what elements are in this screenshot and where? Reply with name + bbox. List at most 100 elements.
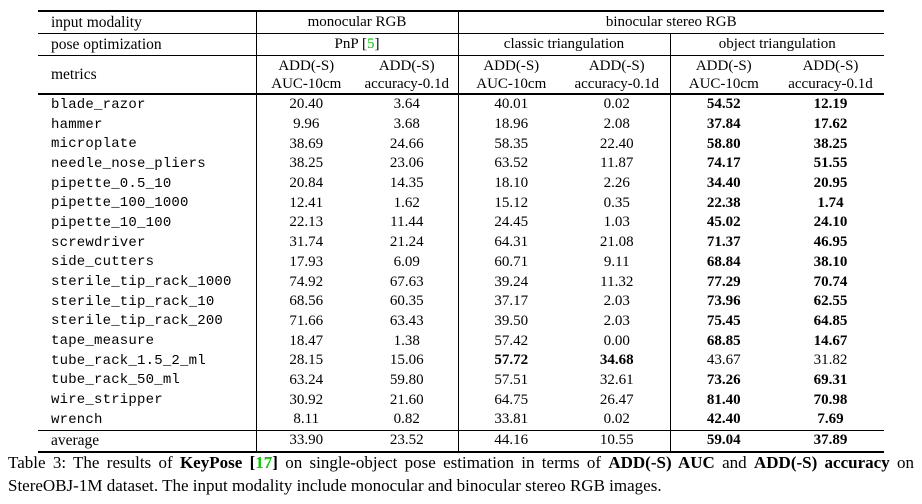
value-cell: 63.24 (255, 370, 356, 391)
value-cell: 18.10 (457, 173, 564, 194)
value-cell: 58.35 (457, 134, 564, 155)
value-cell: 0.00 (603, 332, 630, 349)
value-cell: 11.44 (390, 214, 424, 231)
row-name-cell: tape_measure (51, 333, 155, 350)
value-cell: 33.90 (255, 430, 356, 453)
value-cell: 14.67 (813, 332, 848, 349)
value-cell: 40.01 (457, 94, 564, 115)
table-row: sterile_tip_rack_200 71.66 63.43 39.50 2.03 7… (38, 311, 884, 332)
value-cell: 38.10 (813, 253, 848, 270)
value-cell: 8.11 (255, 410, 356, 431)
metric-line: accuracy-0.1d (788, 75, 873, 92)
row-name-cell: wrench (38, 410, 256, 431)
value-cell: 71.37 (669, 232, 777, 253)
metrics-label: metrics (38, 55, 256, 95)
caption-text-segment: ADD(-S) accuracy (753, 453, 890, 472)
table-row: pipette_0.5_10 20.84 14.35 18.10 2.26 34.40 20… (38, 173, 884, 194)
metric-line: ADD(-S) (483, 57, 540, 74)
row-name-cell: average (38, 430, 256, 453)
row-name-cell: tube_rack_1.5_2_ml (51, 352, 206, 369)
row-name-cell: pipette_100_1000 (51, 195, 189, 212)
value-cell: 62.55 (813, 293, 848, 310)
value-cell: 17.93 (255, 252, 356, 273)
row-name-cell: wire_stripper (51, 392, 163, 409)
value-cell: 23.06 (389, 155, 424, 172)
value-cell: 15.12 (457, 193, 564, 214)
value-cell: 51.55 (813, 155, 848, 172)
value-cell: 24.10 (813, 214, 848, 231)
row-name-cell: sterile_tip_rack_200 (51, 313, 224, 330)
value-cell: 43.67 (669, 350, 777, 371)
value-cell: 37.89 (777, 430, 884, 453)
value-cell: 46.95 (813, 234, 848, 251)
table-row: wire_stripper 30.92 21.60 64.75 26.47 81.40 70… (38, 390, 884, 410)
value-cell: 14.35 (389, 175, 424, 192)
citation-ref-5[interactable]: 5 (366, 36, 375, 52)
value-cell: 9.11 (603, 253, 630, 270)
caption-text-segment: on single-object pose estimation in term… (277, 453, 609, 472)
caption-text-segment (242, 453, 249, 472)
value-cell: 3.64 (393, 96, 420, 113)
results-table-container: input modality monocular RGB binocular s… (38, 10, 884, 453)
value-cell: 81.40 (669, 390, 777, 410)
value-cell: 9.96 (255, 114, 356, 135)
table-row: tube_rack_1.5_2_ml 28.15 15.06 57.72 34.68 43… (38, 350, 884, 371)
value-cell: 32.61 (599, 371, 634, 388)
caption-text-segment: KeyPose (179, 453, 243, 472)
header-row-pose-optimization: pose optimization PnP [5] classic triang… (38, 33, 884, 56)
value-cell: 71.66 (255, 311, 356, 332)
value-cell: 38.25 (813, 135, 848, 152)
results-table: input modality monocular RGB binocular s… (38, 10, 884, 453)
caption-text-segment: and (714, 453, 754, 472)
value-cell: 23.52 (356, 430, 458, 453)
caption-text-segment: ] (272, 453, 278, 472)
value-cell: 59.04 (669, 430, 777, 453)
pnp-header: PnP [5] (255, 33, 458, 56)
citation-ref-17[interactable]: 17 (255, 453, 273, 472)
value-cell: 73.26 (669, 370, 777, 391)
table-row: tube_rack_50_ml 63.24 59.80 57.51 32.61 73.26… (38, 370, 884, 391)
metric-header-classic-auc: ADD(-S) AUC-10cm (457, 55, 564, 95)
metric-header-object-acc: ADD(-S) accuracy-0.1d (777, 55, 884, 95)
value-cell: 22.40 (599, 135, 634, 152)
classic-triangulation-header: classic triangulation (457, 33, 670, 56)
value-cell: 20.40 (255, 94, 356, 115)
value-cell: 11.32 (600, 273, 634, 290)
value-cell: 18.47 (255, 331, 356, 351)
metric-line: AUC-10cm (688, 75, 759, 92)
average-row: average 33.90 23.52 44.16 10.55 59.04 37.89 (38, 430, 884, 453)
value-cell: 54.52 (669, 94, 777, 115)
value-cell: 37.84 (669, 114, 777, 135)
value-cell: 68.85 (669, 331, 777, 351)
value-cell: 73.96 (669, 291, 777, 312)
value-cell: 22.38 (669, 193, 777, 214)
value-cell: 58.80 (669, 134, 777, 155)
object-triangulation-header: object triangulation (669, 33, 884, 56)
value-cell: 39.24 (457, 272, 564, 292)
value-cell: 7.69 (777, 410, 884, 431)
metric-line: ADD(-S) (802, 57, 859, 74)
value-cell: 63.43 (389, 312, 424, 329)
table-row: screwdriver 31.74 21.24 64.31 21.08 71.37 46.9… (38, 232, 884, 253)
value-cell: 0.02 (603, 96, 630, 113)
value-cell: 2.03 (603, 312, 630, 329)
metric-header-object-auc: ADD(-S) AUC-10cm (669, 55, 777, 95)
value-cell: 74.92 (255, 272, 356, 292)
table-row: needle_nose_pliers 38.25 23.06 63.52 11.87 74… (38, 154, 884, 174)
value-cell: 22.13 (255, 213, 356, 233)
input-modality-label: input modality (38, 11, 256, 34)
metric-line: accuracy-0.1d (364, 75, 450, 92)
value-cell: 60.71 (457, 252, 564, 273)
value-cell: 33.81 (457, 410, 564, 431)
value-cell: 57.51 (457, 370, 564, 391)
value-cell: 0.35 (603, 194, 630, 211)
value-cell: 44.16 (457, 430, 564, 453)
value-cell: 68.56 (255, 291, 356, 312)
value-cell: 57.42 (457, 331, 564, 351)
caption-text-segment: ADD(-S) AUC (608, 453, 715, 472)
value-cell: 30.92 (255, 390, 356, 410)
row-name-cell: microplate (51, 136, 138, 153)
value-cell: 17.62 (813, 116, 848, 133)
value-cell: 74.17 (669, 154, 777, 174)
binocular-stereo-rgb-header: binocular stereo RGB (457, 11, 884, 34)
